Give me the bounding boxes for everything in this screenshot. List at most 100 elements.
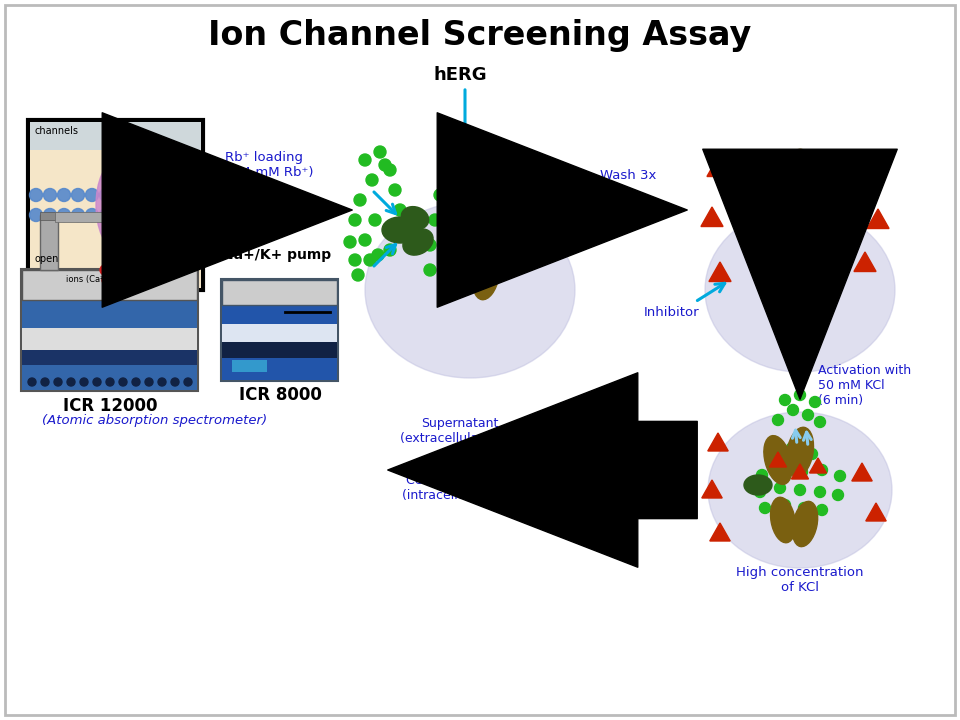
Circle shape (110, 170, 120, 180)
Text: Na+/K+ pump: Na+/K+ pump (222, 248, 331, 262)
Ellipse shape (365, 202, 575, 378)
Text: open: open (34, 254, 59, 264)
Circle shape (780, 395, 790, 405)
Circle shape (364, 254, 376, 266)
Polygon shape (701, 207, 723, 227)
FancyBboxPatch shape (222, 324, 337, 342)
Text: Supernatant
(extracellular fluid): Supernatant (extracellular fluid) (400, 417, 520, 445)
Circle shape (787, 405, 799, 415)
Ellipse shape (792, 501, 818, 546)
Circle shape (54, 378, 62, 386)
Ellipse shape (771, 498, 796, 543)
Circle shape (71, 209, 84, 222)
Circle shape (156, 209, 169, 222)
Circle shape (773, 415, 783, 426)
Text: ICR 12000: ICR 12000 (62, 397, 157, 415)
Circle shape (814, 238, 826, 250)
Circle shape (775, 259, 785, 271)
Circle shape (518, 194, 530, 206)
Circle shape (389, 224, 401, 236)
Circle shape (439, 166, 451, 178)
Circle shape (786, 173, 798, 184)
Circle shape (817, 505, 828, 516)
Circle shape (472, 239, 484, 251)
Circle shape (464, 259, 476, 271)
Circle shape (80, 378, 88, 386)
Circle shape (759, 503, 771, 513)
Circle shape (113, 189, 127, 202)
Circle shape (170, 209, 182, 222)
Circle shape (379, 159, 391, 171)
Text: Rb: Rb (285, 296, 312, 314)
Circle shape (780, 500, 790, 510)
Text: Cell lysis solution
(intracellular fluid): Cell lysis solution (intracellular fluid… (402, 474, 518, 502)
FancyBboxPatch shape (222, 280, 337, 305)
Text: Wash 3x: Wash 3x (600, 168, 657, 181)
Circle shape (764, 446, 776, 457)
Circle shape (809, 397, 821, 408)
Circle shape (462, 162, 474, 174)
Circle shape (424, 264, 436, 276)
Ellipse shape (462, 135, 494, 189)
Circle shape (759, 197, 771, 207)
Circle shape (372, 249, 384, 261)
Circle shape (132, 378, 140, 386)
Ellipse shape (438, 149, 472, 201)
Text: Rb⁺ loading
(5.4 mM Rb⁺): Rb⁺ loading (5.4 mM Rb⁺) (225, 151, 314, 179)
Circle shape (107, 220, 117, 230)
Circle shape (171, 378, 179, 386)
Circle shape (484, 166, 496, 178)
Ellipse shape (766, 243, 794, 291)
Ellipse shape (708, 412, 892, 568)
Polygon shape (708, 433, 729, 451)
Circle shape (100, 209, 112, 222)
Circle shape (352, 269, 364, 281)
Circle shape (786, 443, 798, 454)
Ellipse shape (403, 229, 433, 255)
Circle shape (183, 209, 197, 222)
Polygon shape (780, 209, 800, 225)
Circle shape (394, 204, 406, 216)
Circle shape (817, 464, 828, 475)
Circle shape (366, 174, 378, 186)
Circle shape (795, 240, 805, 251)
Circle shape (806, 449, 818, 459)
Circle shape (814, 259, 826, 271)
Circle shape (128, 189, 140, 202)
Circle shape (183, 189, 197, 202)
Circle shape (119, 378, 127, 386)
FancyBboxPatch shape (40, 215, 58, 270)
FancyBboxPatch shape (22, 328, 197, 350)
FancyBboxPatch shape (222, 305, 337, 380)
Polygon shape (770, 452, 786, 467)
Circle shape (800, 194, 810, 205)
Circle shape (777, 215, 787, 225)
Circle shape (359, 234, 371, 246)
Ellipse shape (472, 251, 499, 300)
Circle shape (484, 264, 496, 276)
Circle shape (128, 209, 140, 222)
Polygon shape (791, 464, 808, 479)
Circle shape (43, 189, 57, 202)
Circle shape (384, 164, 396, 176)
Circle shape (110, 255, 120, 265)
Circle shape (795, 390, 805, 400)
Circle shape (429, 214, 441, 226)
Circle shape (449, 234, 461, 246)
FancyBboxPatch shape (28, 120, 203, 290)
Circle shape (504, 169, 516, 181)
Circle shape (156, 189, 169, 202)
Circle shape (349, 254, 361, 266)
Circle shape (58, 209, 70, 222)
Circle shape (795, 264, 805, 276)
Circle shape (753, 243, 763, 253)
FancyBboxPatch shape (22, 270, 197, 300)
Circle shape (832, 490, 844, 500)
Circle shape (834, 470, 846, 482)
Circle shape (756, 469, 767, 480)
Text: channels: channels (34, 126, 78, 136)
Circle shape (115, 268, 125, 278)
Polygon shape (854, 252, 876, 271)
Ellipse shape (738, 217, 768, 239)
Circle shape (496, 211, 508, 223)
